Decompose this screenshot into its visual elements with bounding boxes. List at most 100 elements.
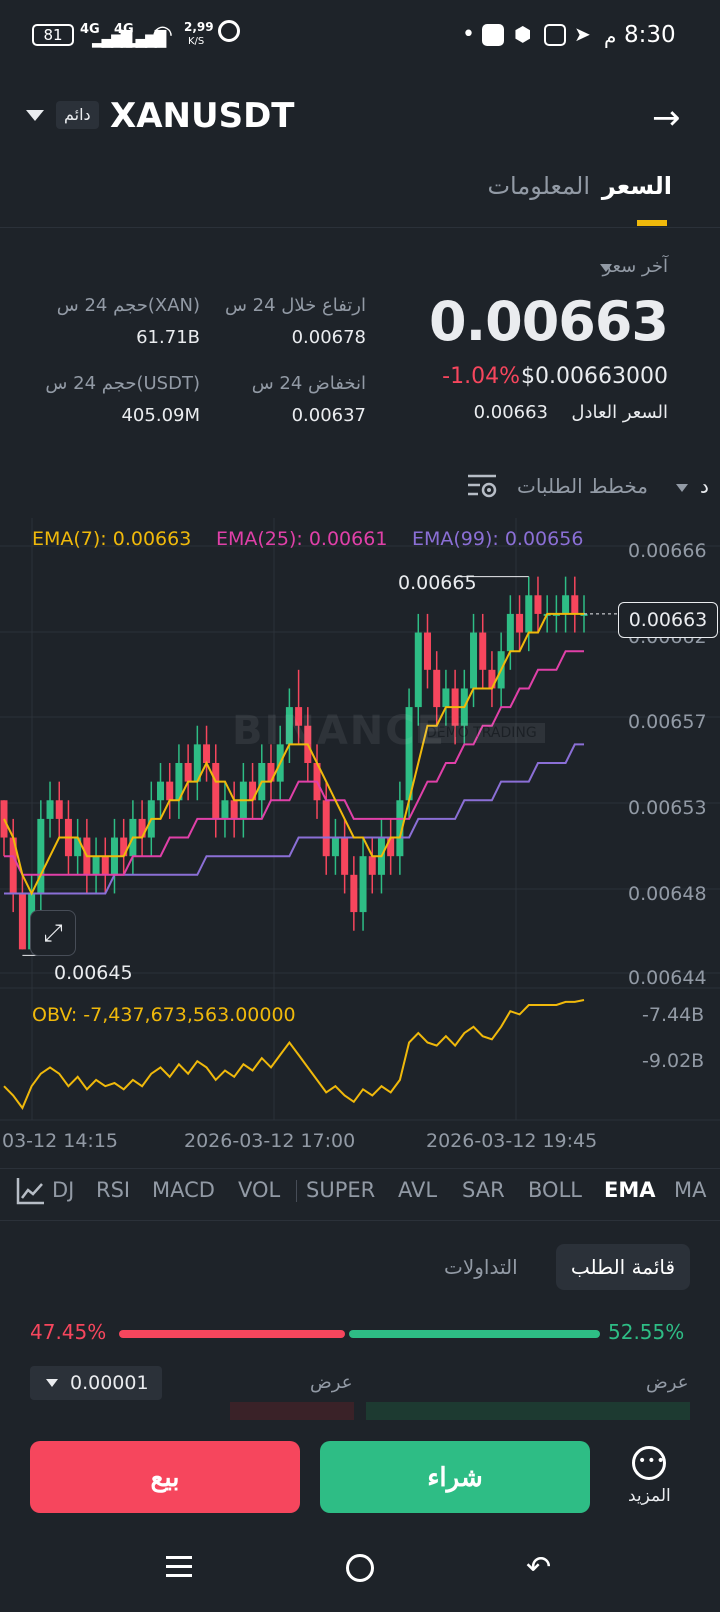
ema7-legend: EMA(7): 0.00663	[32, 528, 192, 550]
signal-icon-1: ▂▄▆█	[92, 30, 132, 48]
network-label-1: 4G	[80, 22, 100, 37]
clock-time: 8:30	[624, 22, 676, 48]
candle-body	[9, 837, 17, 894]
candle-body	[166, 781, 174, 801]
candle-body	[221, 800, 229, 819]
fair-price: 0.00663	[473, 402, 548, 423]
watermark-tag: DEMO TRADING	[418, 723, 545, 743]
tab-trades[interactable]: التداولات	[444, 1255, 518, 1279]
network-label-2: 4G	[114, 22, 134, 37]
perpetual-tag: دائم	[56, 101, 99, 129]
volume-usdt-label: حجم 24 س(USDT)	[45, 373, 200, 394]
status-bar: 81 4G ▂▄▆█ 4G ▂▄▆█ ◠ 2,99 K/S • ⬢ ➤ م 8:…	[0, 0, 720, 72]
high-marker-label: 0.00665	[398, 572, 477, 594]
battery-icon: 81	[32, 24, 74, 46]
indicator-tab-super[interactable]: SUPER	[306, 1178, 376, 1202]
candle-body	[506, 613, 514, 652]
candle-body	[267, 763, 275, 782]
x-tick-label: 2026-03-12 19:45	[426, 1130, 598, 1152]
y-tick-label: 0.00644	[628, 967, 707, 989]
price-chart[interactable]	[0, 518, 720, 1148]
last-price-label[interactable]: آخر سعر	[602, 256, 668, 277]
indicator-tab-vol[interactable]: VOL	[238, 1178, 281, 1202]
tab-info[interactable]: المعلومات	[487, 172, 590, 200]
more-icon[interactable]: •••	[632, 1446, 666, 1480]
app-icon-2	[544, 24, 566, 46]
candle-body	[331, 837, 339, 857]
sell-button[interactable]: بيع	[30, 1441, 300, 1513]
indicator-tab-sar[interactable]: SAR	[462, 1178, 505, 1202]
interval-selector[interactable]: د	[700, 474, 709, 498]
candle-body	[230, 800, 238, 819]
obv-tick-label: -7.44B	[642, 1004, 705, 1026]
back-icon[interactable]: ↶	[526, 1550, 552, 1585]
chart-settings-icon[interactable]	[466, 472, 498, 500]
low-marker-label: 0.00645	[54, 962, 133, 984]
candle-body	[396, 800, 404, 857]
candle-body	[74, 837, 82, 857]
symbol-dropdown-icon[interactable]	[26, 110, 44, 121]
ema99-legend: EMA(99): 0.00656	[412, 528, 584, 550]
candle-body	[552, 613, 560, 616]
candle-body	[562, 595, 570, 614]
divider	[0, 1168, 720, 1169]
symbol-title[interactable]: XANUSDT	[110, 96, 295, 136]
candle-body	[285, 707, 293, 745]
home-icon[interactable]	[346, 1554, 374, 1582]
y-tick-label: 0.00653	[628, 797, 707, 819]
bid-depth-bar	[366, 1402, 690, 1420]
indicator-tab-ma[interactable]: MA	[674, 1178, 707, 1202]
depth-caret-icon[interactable]	[676, 484, 688, 492]
candle-body	[580, 613, 588, 616]
candle-body	[175, 763, 183, 801]
indicator-tab-rsi[interactable]: RSI	[96, 1178, 131, 1202]
indicator-tab-ema[interactable]: EMA	[604, 1178, 656, 1202]
obv-tick-label: -9.02B	[642, 1050, 705, 1072]
volume-xan-label: حجم 24 س(XAN)	[56, 295, 200, 316]
indicator-tab-avl[interactable]: AVL	[398, 1178, 438, 1202]
last-price-caret-icon[interactable]	[600, 264, 612, 272]
low-24h-value: 0.00637	[291, 405, 366, 426]
indicator-tab-boll[interactable]: BOLL	[528, 1178, 582, 1202]
dot-icon: •	[462, 22, 475, 47]
candle-body	[138, 818, 146, 838]
indicator-chart-icon[interactable]	[16, 1176, 46, 1206]
candle-body	[525, 595, 533, 633]
candle-body	[184, 763, 192, 782]
wifi-icon: ◠	[152, 20, 173, 48]
divider	[0, 1220, 720, 1221]
obv-legend: OBV: -7,437,673,563.00000	[32, 1004, 296, 1026]
recent-apps-icon[interactable]	[166, 1556, 192, 1578]
fullscreen-icon[interactable]: ⤢	[30, 910, 76, 956]
x-tick-label: 03-12 14:15	[2, 1130, 119, 1152]
indicator-tab-macd[interactable]: MACD	[152, 1178, 215, 1202]
tab-price[interactable]: السعر	[601, 172, 672, 200]
buy-ratio-bar	[349, 1330, 600, 1338]
candle-body	[488, 669, 496, 689]
buy-button[interactable]: شراء	[320, 1441, 590, 1513]
candle-body	[479, 632, 487, 670]
signal-icon-2: ▂▄▆█	[126, 30, 166, 48]
indicator-divider	[296, 1180, 297, 1202]
candle-body	[295, 707, 303, 726]
candle-body	[18, 893, 26, 950]
x-tick-label: 2026-03-12 17:00	[184, 1130, 356, 1152]
candle-body	[359, 856, 367, 913]
candle-body	[212, 763, 220, 819]
candle-body	[368, 856, 376, 875]
ask-depth-bar	[230, 1402, 354, 1420]
candle-body	[470, 632, 478, 689]
telegram-icon: ➤	[574, 22, 591, 46]
precision-caret-icon[interactable]	[46, 1379, 58, 1387]
depth-chart-tab[interactable]: مخطط الطلبات	[516, 474, 648, 498]
low-24h-label: انخفاض 24 س	[251, 373, 366, 394]
sell-ratio-percent: 47.45%	[30, 1320, 107, 1344]
indicator-tab-dj[interactable]: DJ	[52, 1178, 75, 1202]
candle-body	[423, 632, 431, 670]
volume-usdt-value: 405.09M	[121, 405, 200, 426]
tab-order-book[interactable]: قائمة الطلب	[556, 1244, 690, 1290]
candle-body	[92, 856, 100, 875]
more-label[interactable]: المزيد	[628, 1486, 671, 1506]
back-arrow-icon[interactable]: →	[652, 98, 681, 138]
candle-body	[37, 818, 45, 894]
